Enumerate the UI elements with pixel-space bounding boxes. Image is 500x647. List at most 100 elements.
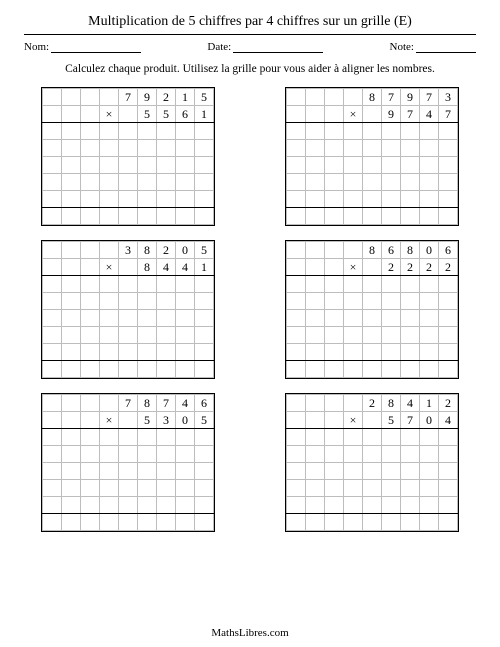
blank-cell: [363, 480, 382, 497]
digit-cell: [363, 412, 382, 429]
blank-cell: [363, 123, 382, 140]
blank-cell: [344, 191, 363, 208]
digit-cell: 6: [382, 242, 401, 259]
blank-cell: [439, 446, 458, 463]
blank-cell: [401, 157, 420, 174]
blank-cell: [306, 157, 325, 174]
blank-cell: [138, 463, 157, 480]
blank-cell: [100, 293, 119, 310]
blank-cell: [43, 429, 62, 446]
blank-cell: [195, 344, 214, 361]
blank-cell: [195, 123, 214, 140]
blank-cell: [420, 361, 439, 378]
blank-cell: [420, 123, 439, 140]
blank-cell: [62, 140, 81, 157]
blank-cell: [176, 276, 195, 293]
blank-cell: [119, 446, 138, 463]
blank-cell: [401, 361, 420, 378]
blank-cell: [306, 463, 325, 480]
blank-cell: [195, 463, 214, 480]
blank-cell: [287, 208, 306, 225]
blank-cell: [62, 310, 81, 327]
blank-cell: [287, 463, 306, 480]
digit-cell: [81, 89, 100, 106]
blank-cell: [439, 480, 458, 497]
blank-cell: [176, 327, 195, 344]
blank-cell: [306, 429, 325, 446]
blank-cell: [420, 463, 439, 480]
blank-cell: [176, 361, 195, 378]
instruction-text: Calculez chaque produit. Utilisez la gri…: [24, 63, 476, 75]
blank-cell: [287, 497, 306, 514]
digit-cell: 5: [382, 412, 401, 429]
blank-cell: [306, 174, 325, 191]
digit-cell: [325, 242, 344, 259]
digit-cell: [306, 412, 325, 429]
blank-cell: [306, 327, 325, 344]
times-symbol: ×: [344, 412, 363, 429]
blank-cell: [420, 429, 439, 446]
blank-cell: [439, 208, 458, 225]
blank-cell: [43, 174, 62, 191]
digit-cell: 1: [420, 395, 439, 412]
digit-cell: 2: [420, 259, 439, 276]
note-line: [416, 42, 476, 53]
blank-cell: [401, 429, 420, 446]
digit-cell: [62, 259, 81, 276]
blank-cell: [119, 157, 138, 174]
blank-cell: [176, 310, 195, 327]
digit-cell: [287, 412, 306, 429]
blank-cell: [306, 310, 325, 327]
blank-cell: [62, 480, 81, 497]
blank-cell: [138, 293, 157, 310]
blank-cell: [157, 446, 176, 463]
blank-cell: [306, 344, 325, 361]
date-label: Date:: [207, 41, 231, 53]
blank-cell: [157, 293, 176, 310]
blank-cell: [363, 310, 382, 327]
digit-cell: [306, 259, 325, 276]
problem-grid-container: 79215×556187973×974738205×844186806×2222…: [24, 87, 476, 532]
digit-cell: [62, 242, 81, 259]
blank-cell: [420, 327, 439, 344]
blank-cell: [325, 463, 344, 480]
problem-1: 79215×5561: [41, 87, 215, 226]
digit-cell: [100, 395, 119, 412]
blank-cell: [306, 191, 325, 208]
blank-cell: [344, 293, 363, 310]
note-label: Note:: [390, 41, 414, 53]
problem-table: 28412×5704: [286, 394, 458, 531]
blank-cell: [62, 276, 81, 293]
header-fields: Nom: Date: Note:: [24, 41, 476, 53]
blank-cell: [62, 446, 81, 463]
blank-cell: [100, 463, 119, 480]
blank-cell: [176, 429, 195, 446]
digit-cell: [62, 412, 81, 429]
blank-cell: [157, 174, 176, 191]
digit-cell: 2: [382, 259, 401, 276]
blank-cell: [119, 344, 138, 361]
blank-cell: [344, 446, 363, 463]
blank-cell: [138, 497, 157, 514]
digit-cell: 2: [439, 395, 458, 412]
blank-cell: [325, 480, 344, 497]
blank-cell: [401, 293, 420, 310]
blank-cell: [287, 446, 306, 463]
blank-cell: [439, 429, 458, 446]
blank-cell: [363, 208, 382, 225]
blank-cell: [363, 446, 382, 463]
blank-cell: [439, 174, 458, 191]
digit-cell: [81, 106, 100, 123]
blank-cell: [62, 123, 81, 140]
digit-cell: 4: [439, 412, 458, 429]
digit-cell: 7: [439, 106, 458, 123]
digit-cell: [287, 259, 306, 276]
digit-cell: 6: [195, 395, 214, 412]
digit-cell: 5: [138, 412, 157, 429]
blank-cell: [195, 140, 214, 157]
blank-cell: [401, 140, 420, 157]
blank-cell: [325, 514, 344, 531]
blank-cell: [195, 310, 214, 327]
blank-cell: [382, 123, 401, 140]
digit-cell: 4: [157, 259, 176, 276]
